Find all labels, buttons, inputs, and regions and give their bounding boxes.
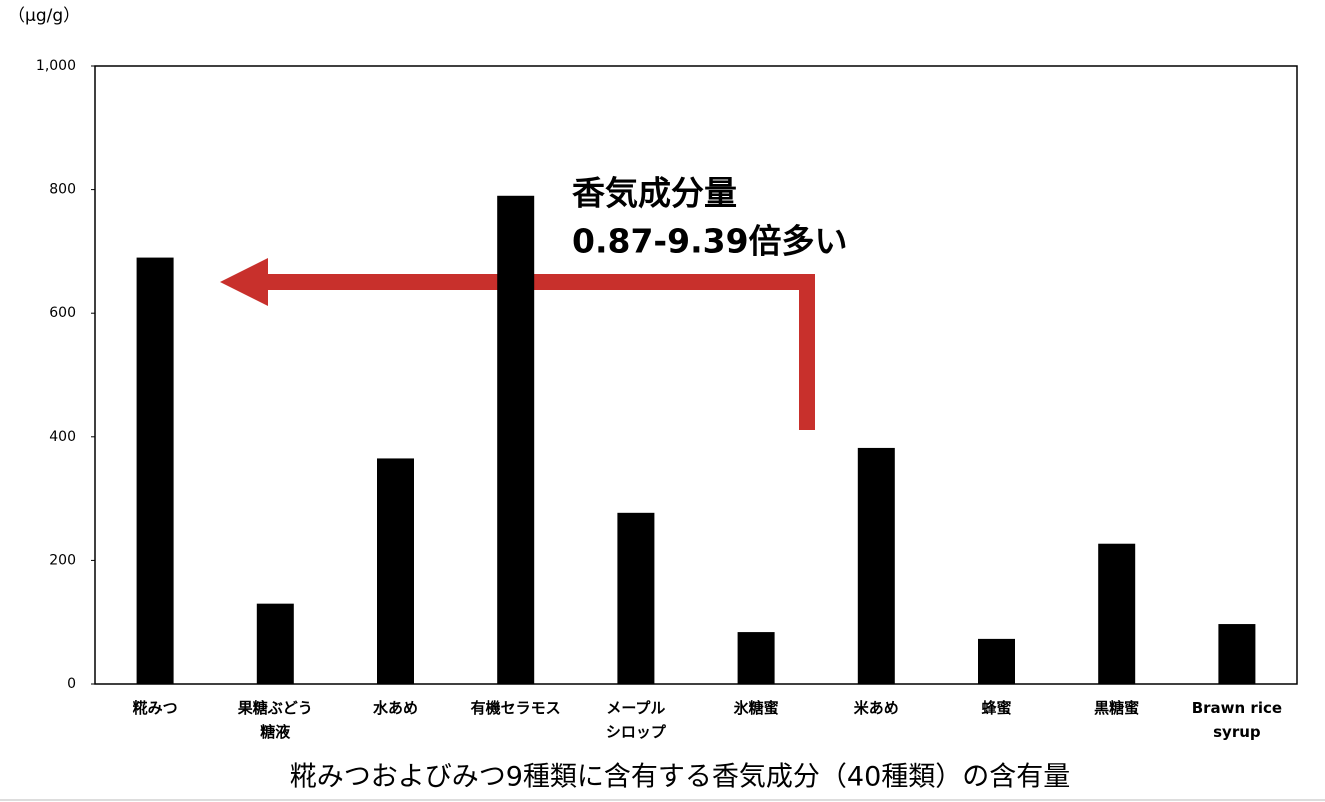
x-tick-label: 蜂蜜: [981, 699, 1012, 717]
bar: [377, 458, 414, 684]
plot-frame: [94, 65, 1298, 685]
x-tick-label: メープル シロップ: [605, 699, 666, 741]
x-tick-label: 糀みつ: [132, 699, 178, 717]
bar: [857, 447, 895, 684]
annotation: 0.87-9.39倍多い: [572, 222, 848, 261]
x-tick-label: 黒糖蜜: [1094, 699, 1140, 717]
y-tick-label: 800: [49, 182, 76, 198]
bar: [136, 257, 174, 684]
bar: [737, 632, 775, 684]
bar: [497, 195, 535, 684]
chart-title: 糀みつおよびみつ9種類に含有する香気成分（40種類）の含有量: [290, 762, 1071, 793]
bar: [617, 512, 655, 684]
x-tick-label: Brawn rice syrup: [1191, 699, 1283, 741]
y-tick-label: 0: [67, 676, 76, 692]
bar: [1098, 543, 1136, 684]
y-axis-unit: （μg/g）: [8, 6, 80, 26]
arrow: [262, 274, 815, 430]
y-tick-label: 400: [49, 429, 76, 445]
annotation: 香気成分量: [572, 174, 737, 213]
bar: [978, 638, 1015, 684]
y-tick-label: 200: [49, 552, 76, 568]
x-tick-label: 氷糖蜜: [733, 699, 779, 717]
arrowhead: [220, 258, 268, 306]
bar: [1218, 624, 1256, 684]
bar: [256, 603, 294, 684]
x-tick-label: 水あめ: [372, 699, 418, 717]
y-tick-label: 600: [49, 305, 76, 321]
x-tick-label: 有機セラモス: [470, 699, 561, 717]
y-tick-label: 1,000: [36, 58, 76, 74]
x-tick-label: 米あめ: [853, 699, 899, 717]
x-tick-label: 果糖ぶどう 糖液: [237, 699, 313, 741]
